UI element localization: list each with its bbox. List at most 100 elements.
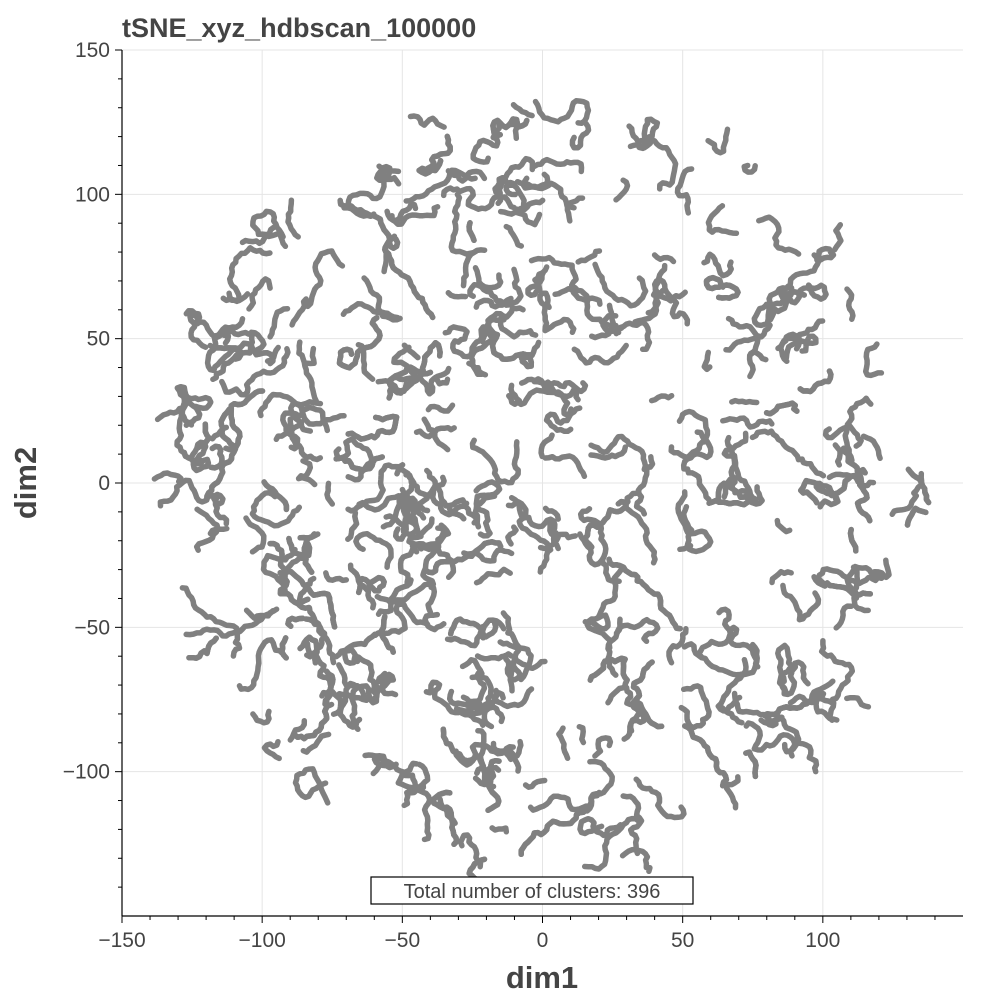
cluster-points [538, 432, 555, 460]
cluster-points [701, 251, 734, 279]
cluster-points [250, 208, 289, 250]
cluster-points [619, 846, 653, 875]
cluster-points [682, 723, 730, 789]
cluster-points [627, 116, 661, 152]
cluster-points [675, 489, 714, 555]
cluster-points [847, 526, 859, 554]
cluster-points [510, 102, 535, 119]
cluster-points [421, 522, 452, 550]
x-tick-label: 0 [537, 929, 549, 952]
cluster-points [279, 635, 289, 661]
cluster-points [732, 484, 765, 507]
cluster-points [723, 304, 773, 353]
cluster-points [370, 753, 399, 777]
cluster-points [552, 284, 622, 336]
cluster-points [774, 517, 793, 535]
cluster-points [250, 708, 272, 726]
cluster-points [323, 570, 350, 584]
cluster-points [248, 329, 267, 354]
cluster-points [769, 568, 794, 586]
cluster-points [811, 574, 874, 599]
cluster-points [798, 466, 868, 506]
cluster-points [587, 655, 630, 690]
cluster-points [422, 611, 447, 633]
cluster-points [850, 564, 871, 614]
cluster-points [440, 726, 486, 776]
cluster-points [605, 616, 623, 678]
cluster-points [208, 443, 225, 471]
cluster-points [518, 807, 589, 858]
cluster-points [267, 540, 311, 607]
cluster-points [285, 615, 306, 629]
cluster-points [447, 616, 486, 641]
y-tick-label: 50 [87, 328, 110, 351]
cluster-points [860, 433, 883, 462]
cluster-points [780, 582, 822, 623]
cluster-points [646, 134, 679, 192]
cluster-points [577, 506, 622, 585]
cluster-points [472, 479, 503, 530]
cluster-points [778, 318, 826, 365]
cluster-points [324, 480, 336, 507]
cluster-points [403, 167, 478, 204]
cluster-points [582, 498, 629, 550]
cluster-points [531, 156, 585, 175]
cluster-points [181, 439, 212, 474]
cluster-points [681, 641, 749, 678]
y-axis-label: dim2 [8, 447, 43, 519]
cluster-points [503, 738, 524, 763]
cluster-points [389, 204, 441, 227]
cluster-points [345, 413, 400, 442]
cluster-points [183, 308, 209, 350]
cluster-points [571, 342, 629, 366]
cluster-points [721, 430, 759, 503]
cluster-points [780, 289, 807, 299]
cluster-points [761, 698, 813, 718]
cluster-points [842, 395, 874, 464]
y-tick-label: −50 [74, 616, 110, 639]
cluster-points [542, 453, 588, 480]
cluster-points [577, 815, 624, 839]
cluster-count-annotation: Total number of clusters: 396 [370, 876, 694, 905]
cluster-points [651, 252, 677, 265]
cluster-points [705, 203, 740, 236]
cluster-points [833, 603, 854, 631]
cluster-points [403, 472, 470, 518]
cluster-points [243, 515, 267, 555]
cluster-points [678, 683, 712, 731]
cluster-points [904, 505, 929, 528]
cluster-points [261, 479, 290, 513]
cluster-points [815, 557, 892, 588]
y-tick-label: 100 [75, 183, 110, 206]
cluster-points [905, 466, 932, 506]
cluster-points [286, 535, 313, 562]
x-tick-label: −50 [385, 929, 421, 952]
cluster-points [277, 568, 338, 630]
cluster-points [223, 388, 266, 453]
cluster-points [797, 368, 834, 395]
cluster-points [514, 178, 577, 211]
cluster-points [239, 224, 277, 247]
cluster-points [473, 566, 513, 586]
cluster-points [840, 445, 873, 524]
cluster-points [401, 339, 443, 394]
cluster-points [497, 314, 539, 340]
cluster-points [705, 126, 731, 156]
cluster-points [432, 374, 451, 387]
cluster-points [592, 735, 614, 759]
cluster-points [542, 505, 561, 522]
cluster-points [288, 400, 347, 434]
cluster-points [183, 608, 276, 639]
cluster-points [415, 784, 433, 843]
cluster-points [300, 731, 332, 755]
cluster-points [337, 680, 363, 730]
grid [121, 49, 963, 916]
cluster-points [831, 222, 844, 253]
cluster-points [497, 639, 534, 683]
x-tick-label: −150 [98, 929, 145, 952]
cluster-points [425, 402, 456, 414]
cluster-points [246, 276, 273, 312]
cluster-points [154, 405, 186, 423]
x-axis-label: dim1 [506, 960, 578, 995]
